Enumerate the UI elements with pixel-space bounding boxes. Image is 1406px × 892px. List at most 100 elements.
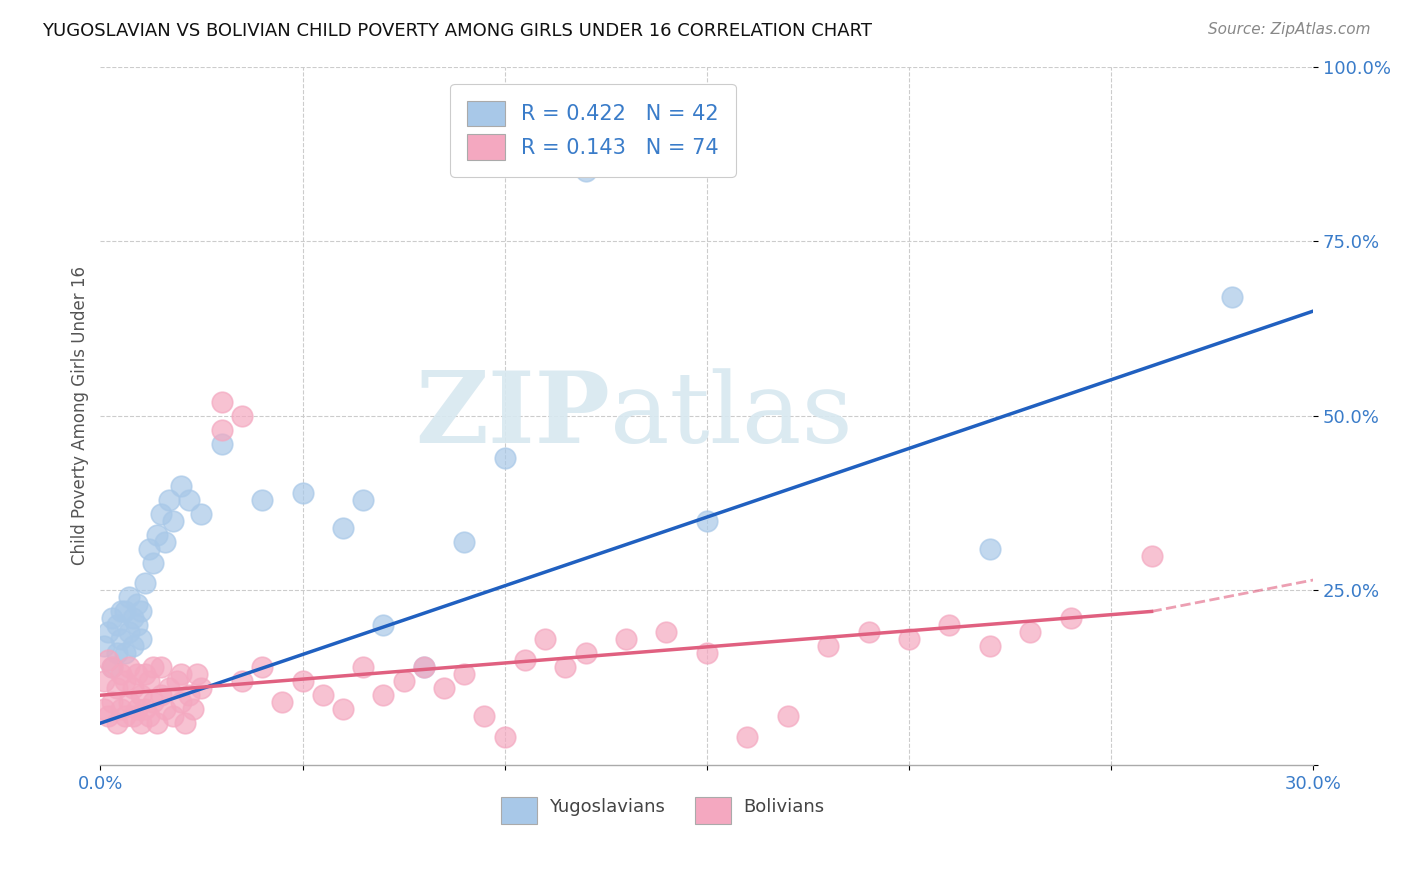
Point (118, 591, 141, 605)
Text: YUGOSLAVIAN VS BOLIVIAN CHILD POVERTY AMONG GIRLS UNDER 16 CORRELATION CHART: YUGOSLAVIAN VS BOLIVIAN CHILD POVERTY AM… (42, 22, 872, 40)
Point (125, 702, 148, 716)
Point (142, 660, 165, 674)
Point (134, 576, 156, 591)
Point (110, 702, 132, 716)
Point (142, 556, 165, 570)
Point (142, 695, 165, 709)
Point (513, 653, 536, 667)
Point (121, 611, 143, 625)
Point (897, 632, 920, 647)
Point (97, 709, 120, 723)
Text: Bolivians: Bolivians (744, 798, 824, 816)
Point (146, 527, 169, 541)
Point (157, 681, 180, 696)
Text: Source: ZipAtlas.com: Source: ZipAtlas.com (1208, 22, 1371, 37)
Point (352, 492, 374, 507)
Point (138, 709, 160, 723)
Point (105, 716, 128, 731)
Point (93, 674, 115, 689)
Point (332, 520, 354, 534)
Text: atlas: atlas (610, 368, 852, 464)
FancyBboxPatch shape (501, 797, 537, 824)
Point (291, 674, 314, 689)
Point (118, 660, 141, 674)
Point (554, 660, 576, 674)
Point (190, 681, 212, 696)
Point (150, 507, 173, 521)
Point (114, 709, 136, 723)
Point (101, 695, 124, 709)
Point (186, 667, 208, 681)
Point (114, 604, 136, 618)
Point (412, 660, 434, 674)
Point (250, 660, 273, 674)
Point (979, 640, 1001, 654)
Point (817, 640, 839, 654)
Point (110, 632, 132, 647)
Point (352, 660, 374, 674)
Point (101, 660, 124, 674)
Point (125, 598, 148, 612)
Point (696, 646, 718, 660)
Point (121, 640, 143, 654)
Point (179, 688, 201, 702)
Point (1140, 549, 1163, 563)
Point (134, 667, 156, 681)
Point (129, 604, 152, 618)
Point (174, 716, 197, 731)
Point (412, 660, 434, 674)
Point (114, 674, 136, 689)
Point (271, 695, 294, 709)
Point (134, 702, 156, 716)
Point (735, 730, 758, 744)
Point (93, 702, 115, 716)
Point (979, 541, 1001, 556)
Point (101, 611, 124, 625)
Point (938, 618, 960, 632)
Point (162, 514, 184, 528)
Point (574, 646, 596, 660)
Point (614, 632, 637, 647)
Point (776, 709, 799, 723)
Point (110, 604, 132, 618)
Point (118, 695, 141, 709)
Point (211, 437, 233, 451)
Point (129, 688, 152, 702)
Point (453, 667, 475, 681)
Point (170, 667, 193, 681)
Point (494, 450, 516, 465)
Point (125, 667, 148, 681)
Point (166, 674, 188, 689)
Text: Yugoslavians: Yugoslavians (550, 798, 665, 816)
Y-axis label: Child Poverty Among Girls Under 16: Child Poverty Among Girls Under 16 (72, 267, 89, 566)
Point (655, 625, 678, 640)
Point (474, 709, 496, 723)
Point (231, 409, 253, 423)
Point (114, 646, 136, 660)
Point (162, 709, 184, 723)
Point (494, 730, 516, 744)
Point (93, 640, 115, 654)
Point (231, 674, 253, 689)
Point (392, 674, 415, 689)
Point (138, 674, 160, 689)
Point (121, 709, 143, 723)
Text: ZIP: ZIP (415, 368, 610, 465)
Point (157, 492, 180, 507)
Point (696, 514, 718, 528)
Point (105, 618, 128, 632)
Point (373, 688, 395, 702)
Point (129, 716, 152, 731)
Point (138, 541, 160, 556)
Point (183, 702, 205, 716)
Point (453, 534, 475, 549)
Point (190, 507, 212, 521)
Point (153, 702, 176, 716)
Point (110, 667, 132, 681)
Point (179, 492, 201, 507)
Point (97, 653, 120, 667)
Point (211, 423, 233, 437)
Point (332, 702, 354, 716)
Point (1060, 611, 1083, 625)
Point (97, 625, 120, 640)
